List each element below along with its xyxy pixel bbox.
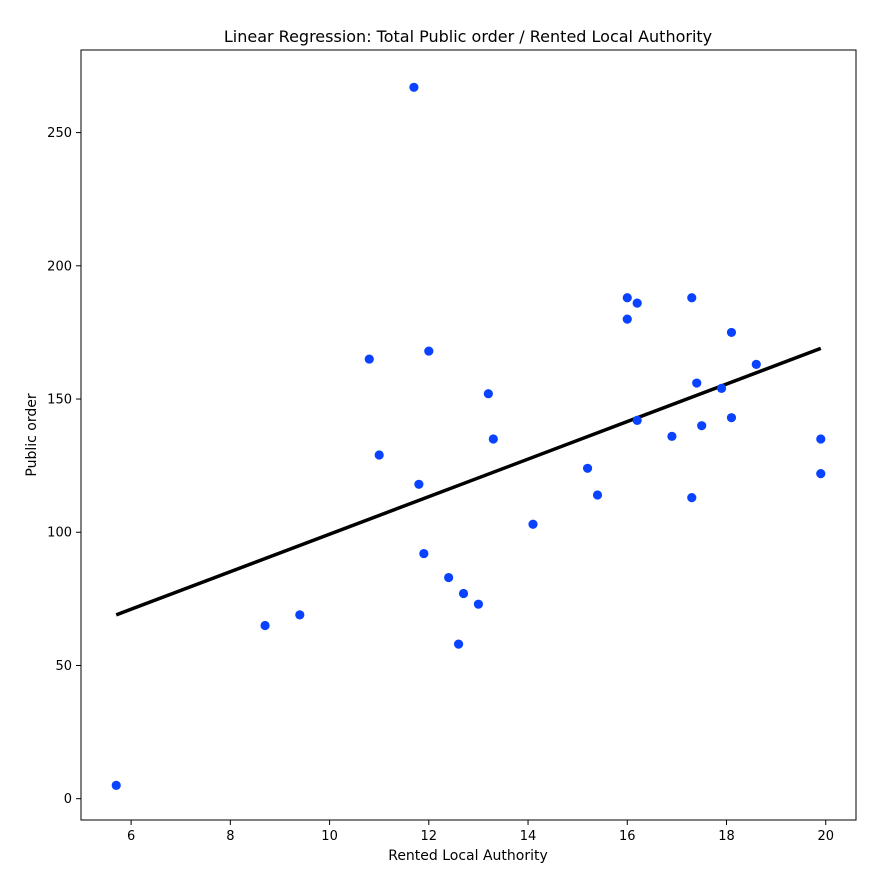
data-point (260, 620, 270, 631)
data-point (622, 314, 632, 324)
data-point (453, 639, 464, 649)
x-tick-label: 18 (718, 829, 735, 844)
x-tick-label: 6 (127, 829, 135, 844)
data-point (716, 383, 727, 393)
data-point (419, 548, 429, 559)
data-point (374, 450, 384, 460)
plot-area (111, 82, 826, 790)
data-point (816, 434, 826, 444)
data-point (444, 572, 454, 583)
x-tick-label: 8 (226, 829, 234, 844)
data-point (726, 327, 737, 338)
data-point (295, 610, 305, 620)
data-point (414, 479, 424, 489)
data-point (632, 298, 642, 308)
data-point (458, 588, 469, 599)
data-point (473, 599, 484, 609)
data-point (483, 389, 493, 399)
data-point (816, 469, 826, 479)
x-tick-label: 14 (520, 829, 537, 844)
y-tick-label: 150 (47, 393, 72, 408)
data-point (592, 490, 603, 500)
y-tick-label: 0 (64, 792, 72, 807)
y-tick-label: 250 (47, 126, 72, 141)
x-axis-label: Rented Local Authority (388, 848, 548, 864)
data-point (488, 434, 498, 444)
axes-frame (80, 49, 857, 821)
y-axis-label: Public order (24, 393, 40, 476)
x-tick-label: 10 (321, 829, 338, 844)
data-point (632, 415, 642, 425)
data-point (687, 493, 697, 503)
data-point (111, 780, 121, 790)
y-tick-label: 50 (55, 659, 72, 674)
data-point (409, 82, 419, 92)
data-point (667, 431, 677, 441)
chart-title: Linear Regression: Total Public order / … (224, 27, 712, 46)
data-point (687, 293, 697, 303)
data-point (697, 421, 707, 431)
data-point (751, 359, 761, 369)
data-point (364, 354, 374, 364)
y-tick-label: 100 (47, 526, 72, 541)
data-point (622, 293, 632, 303)
x-tick-label: 20 (817, 829, 834, 844)
x-tick-label: 12 (421, 829, 438, 844)
data-point (692, 378, 702, 388)
data-point (528, 519, 538, 529)
data-point (424, 346, 434, 356)
regression-line (115, 346, 822, 617)
data-point (726, 413, 737, 423)
y-tick-label: 200 (47, 259, 72, 274)
x-tick-label: 16 (619, 829, 636, 844)
data-point (582, 463, 593, 473)
